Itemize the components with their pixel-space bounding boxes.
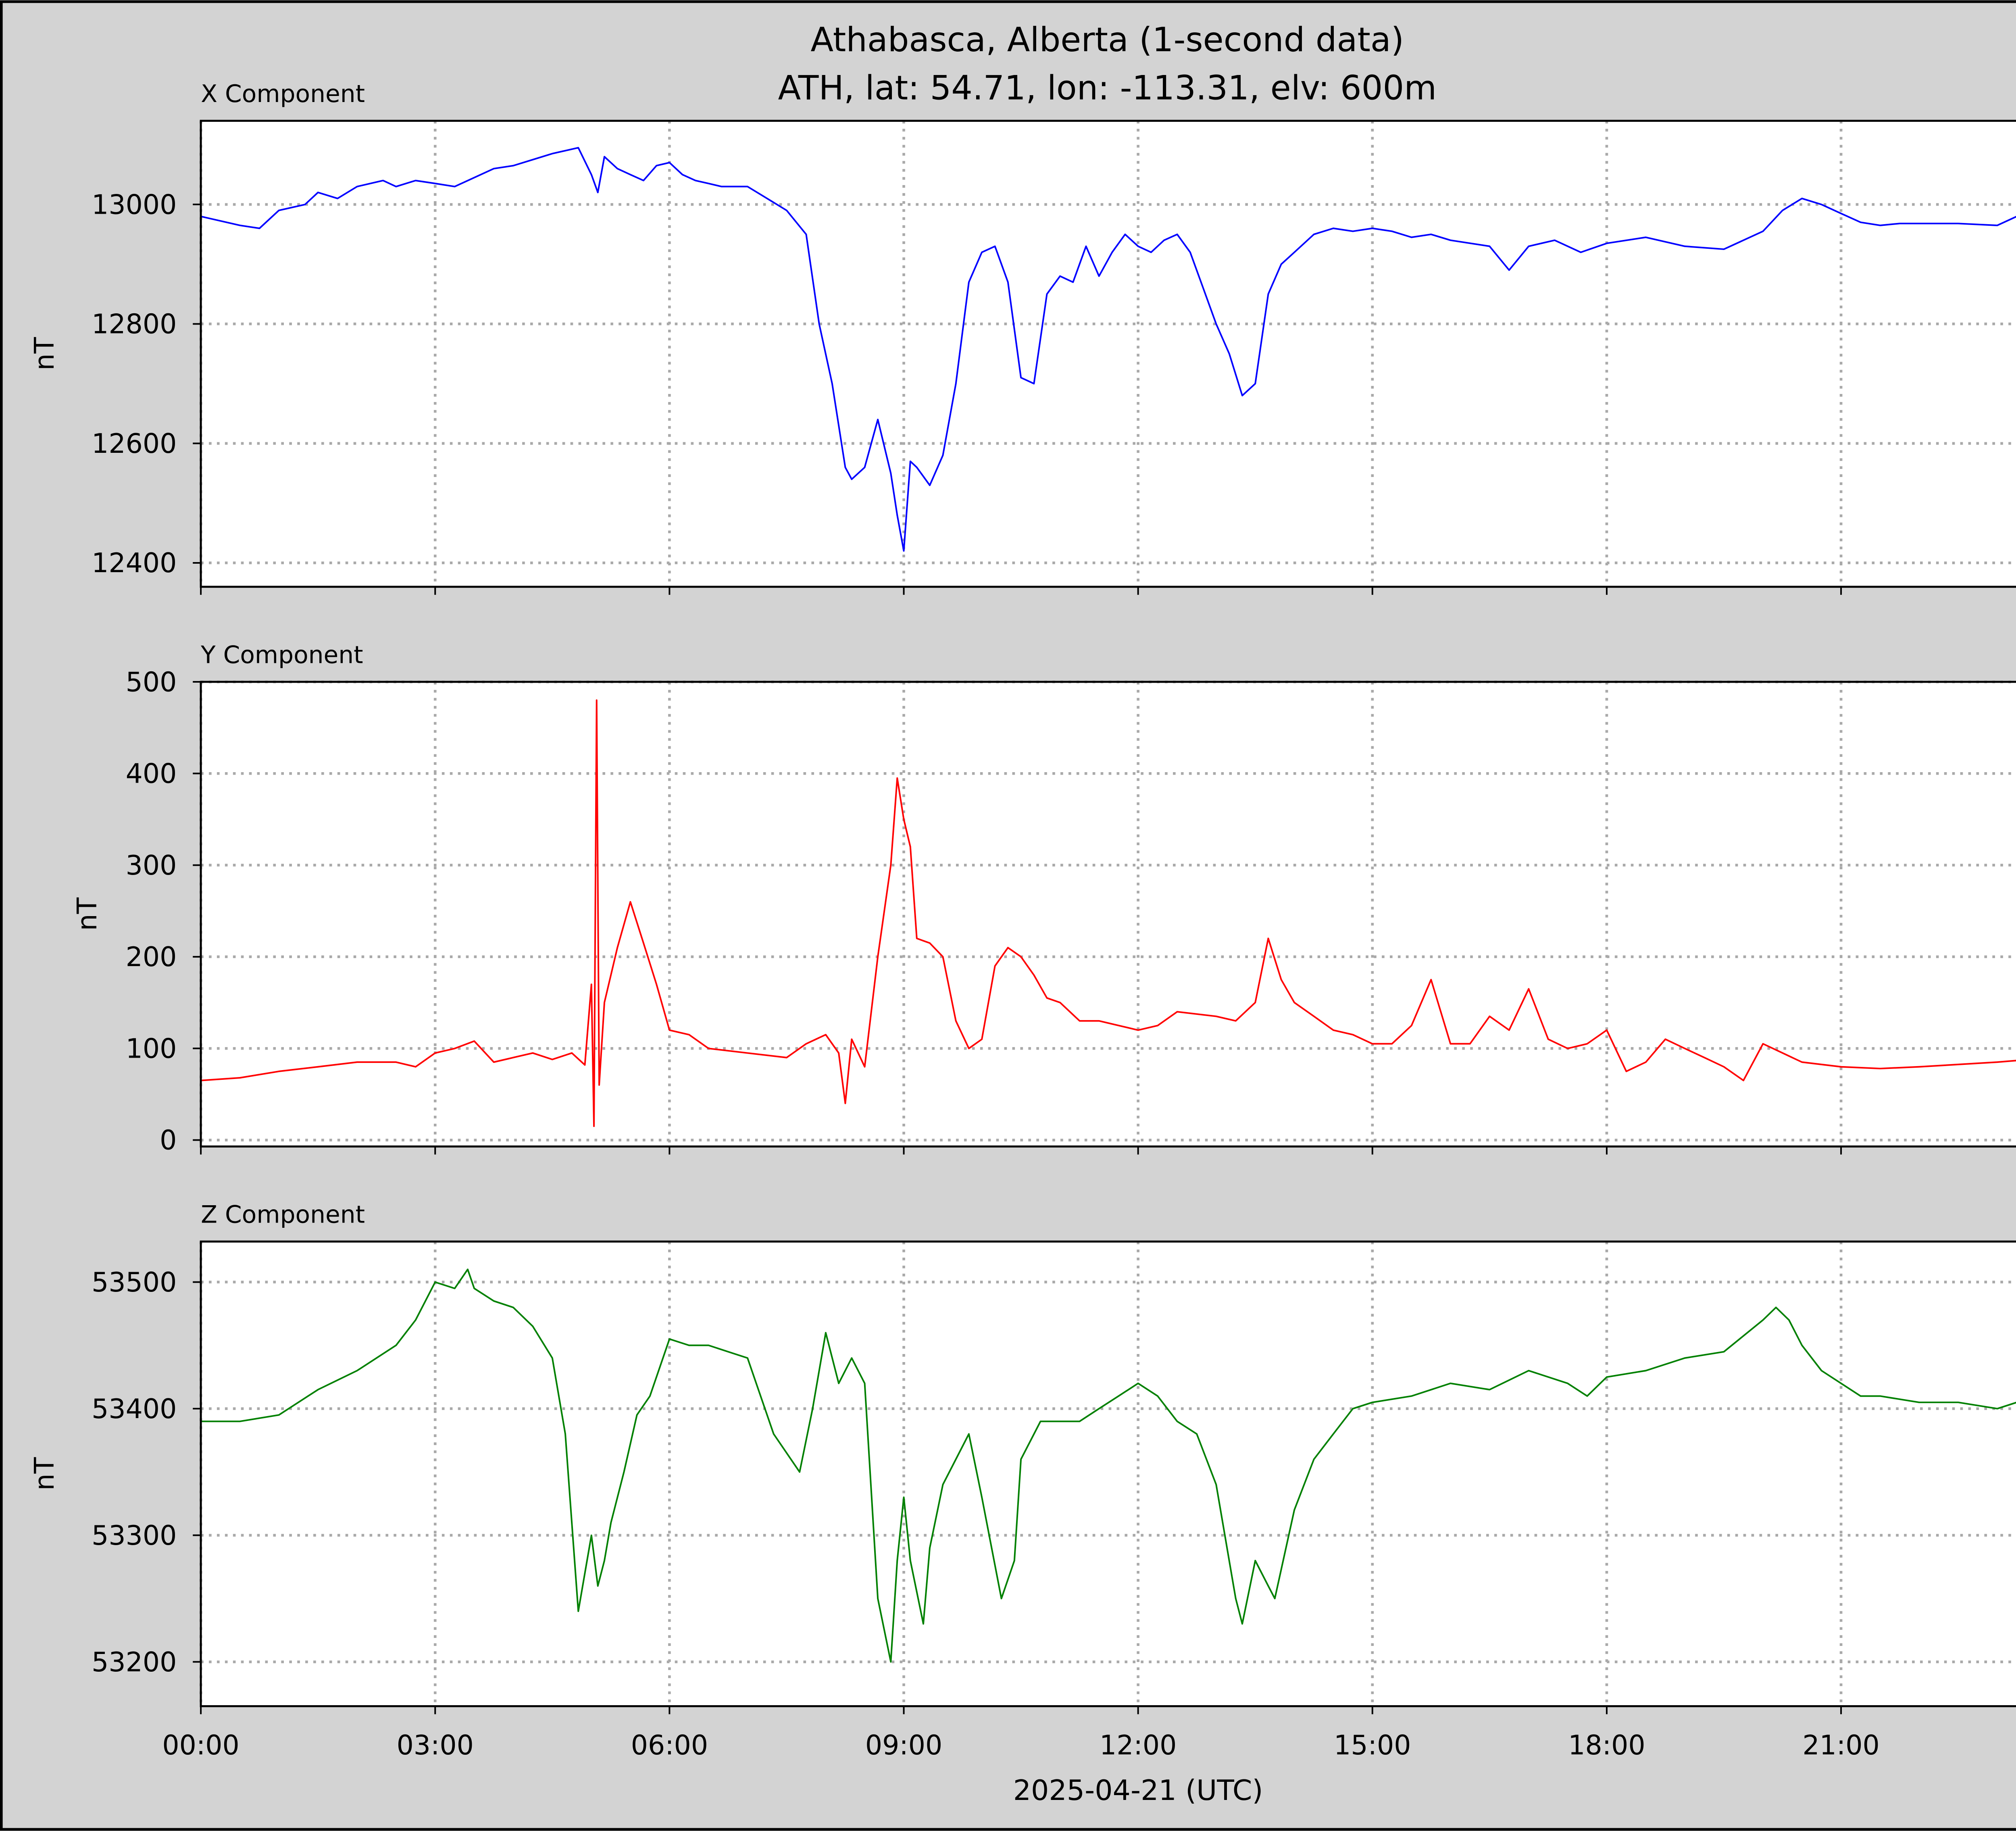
- y-component-line: [200, 699, 2016, 1127]
- y-ytick-label-400: 400: [126, 758, 177, 789]
- z-ytick-label-53300: 53300: [92, 1520, 177, 1551]
- z-ytick-label-53500: 53500: [92, 1266, 177, 1298]
- y-ytick-label-300: 300: [126, 850, 177, 881]
- y-component-panel: 0 100 200 300 400 500 Y Component nT: [71, 642, 2016, 1156]
- x-component-line: [200, 147, 2016, 552]
- y-ytick-label-0: 0: [160, 1125, 177, 1156]
- xtick-label-0600: 06:00: [631, 1729, 708, 1761]
- z-ylabel: nT: [29, 1457, 60, 1491]
- xtick-label-2100: 21:00: [1802, 1729, 1879, 1761]
- xtick-label-0300: 03:00: [397, 1729, 474, 1761]
- y-ytick-label-100: 100: [126, 1033, 177, 1064]
- x-ytick-label-12800: 12800: [92, 308, 177, 340]
- z-component-line: [201, 1269, 2016, 1663]
- figure-title-line1: Athabasca, Alberta (1-second data): [810, 20, 1404, 59]
- x-component-panel: 12400 12600 12800 13000 X Component nT: [29, 80, 2016, 595]
- figure-title-line2: ATH, lat: 54.71, lon: -113.31, elv: 600m: [778, 68, 1437, 107]
- z-ytick-label-53400: 53400: [92, 1393, 177, 1425]
- y-plot-area: [201, 682, 2016, 1147]
- x-plot-area: [201, 121, 2016, 587]
- z-component-title: Z Component: [201, 1201, 365, 1229]
- x-component-title: X Component: [201, 80, 365, 108]
- z-component-panel: 53200 53300 53400 53500 00:00 03:00 06:00 09:00…: [29, 1201, 2016, 1761]
- x-ytick-label-13000: 13000: [92, 189, 177, 220]
- xtick-label-1200: 12:00: [1100, 1729, 1177, 1761]
- x-axis-label: 2025-04-21 (UTC): [1013, 1774, 1263, 1807]
- y-ytick-label-200: 200: [126, 941, 177, 973]
- xtick-label-0900: 09:00: [865, 1729, 942, 1761]
- y-component-title: Y Component: [200, 642, 363, 669]
- xtick-label-0000: 00:00: [162, 1729, 239, 1761]
- x-ytick-label-12600: 12600: [92, 428, 177, 459]
- x-ylabel: nT: [29, 337, 60, 371]
- z-axes-frame: [200, 1240, 2016, 1707]
- y-ytick-label-500: 500: [126, 666, 177, 698]
- xtick-label-1500: 15:00: [1334, 1729, 1411, 1761]
- y-ylabel: nT: [71, 897, 103, 931]
- z-ytick-label-53200: 53200: [92, 1646, 177, 1678]
- x-ytick-label-12400: 12400: [92, 547, 177, 579]
- xtick-label-1800: 18:00: [1568, 1729, 1645, 1761]
- z-plot-area: [201, 1241, 2016, 1706]
